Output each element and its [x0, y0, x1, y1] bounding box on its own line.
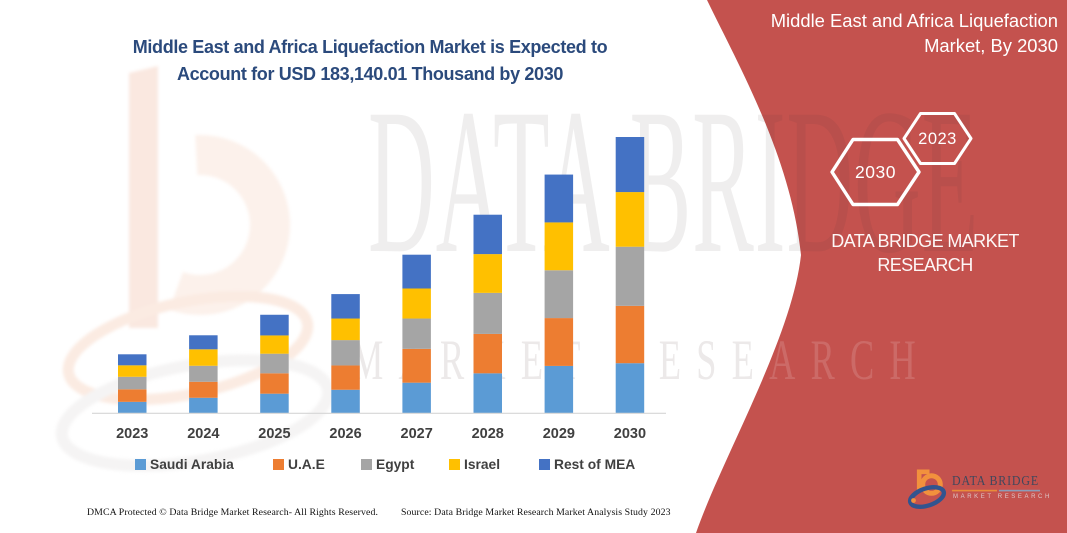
bar-segment-2028-Israel [473, 254, 502, 293]
logo-underline-blue [999, 489, 1040, 492]
hexagon-2030-label: 2030 [855, 162, 896, 182]
bar-segment-2030-Egypt [615, 246, 645, 306]
bar-segment-2023-Rest-of-MEA [118, 354, 147, 366]
chart-title-line2: Account for USD 183,140.01 Thousand by 2… [176, 63, 564, 84]
bar-segment-2027-Rest-of-MEA [402, 254, 431, 289]
legend-swatch [361, 459, 372, 470]
bar-segment-2029-Saudi-Arabia [544, 365, 574, 414]
hexagon-2023 [902, 112, 973, 165]
bar-segment-2030-Israel [615, 192, 645, 247]
footer-dmca: DMCA Protected © Data Bridge Market Rese… [87, 506, 379, 518]
watermark-data-bridge: DATA BRIDGE [368, 66, 980, 296]
bar-segment-2026-U-A-E [331, 365, 360, 390]
legend-swatch [539, 459, 550, 470]
bar-segment-2027-U-A-E [402, 348, 431, 383]
bar-segment-2028-Egypt [473, 292, 502, 334]
legend-label: U.A.E [288, 457, 325, 472]
panel-title-line2: Market, By 2030 [924, 34, 1058, 56]
legend-label: Saudi Arabia [150, 457, 234, 472]
bar-segment-2027-Israel [402, 288, 431, 319]
bar-segment-2030-Saudi-Arabia [615, 363, 645, 414]
bar-segment-2030-U-A-E [615, 305, 645, 364]
x-axis-label-2024: 2024 [187, 425, 220, 442]
legend-label: Israel [464, 457, 501, 472]
bar-segment-2025-U-A-E [260, 373, 289, 394]
red-panel [696, 0, 1067, 533]
bar-segment-2023-U-A-E [118, 389, 147, 402]
hexagon-2030 [830, 137, 921, 207]
bar-segment-2024-Saudi-Arabia [189, 397, 218, 414]
bar-segment-2023-Israel [118, 365, 147, 377]
bar-segment-2026-Rest-of-MEA [331, 294, 360, 319]
bar-segment-2029-Rest-of-MEA [544, 174, 574, 223]
hexagon-2023-label: 2023 [918, 129, 957, 148]
logo-wordmark: DATA BRIDGE [952, 474, 1039, 489]
bar-segment-2025-Saudi-Arabia [260, 393, 289, 414]
brand-name: DATA BRIDGE MARKET RESEARCH [805, 229, 1045, 278]
bar-segment-2026-Egypt [331, 340, 360, 366]
bar-segment-2024-Egypt [189, 365, 218, 382]
bar-segment-2027-Saudi-Arabia [402, 382, 431, 414]
legend-swatch [273, 459, 284, 470]
legend-label: Egypt [376, 457, 415, 472]
x-axis-label-2025: 2025 [258, 425, 291, 442]
logo-underline-orange [952, 489, 997, 492]
chart-title: Middle East and Africa Liquefaction Mark… [60, 34, 680, 87]
x-axis-label-2028: 2028 [471, 425, 504, 442]
logo-b-mark [907, 469, 947, 510]
bar-segment-2030-Rest-of-MEA [615, 137, 645, 193]
b-logo-watermark [55, 66, 335, 472]
chart-title-line1: Middle East and Africa Liquefaction Mark… [132, 37, 608, 57]
legend-swatch [135, 459, 146, 470]
bar-segment-2024-Rest-of-MEA [189, 335, 218, 350]
legend-label: Rest of MEA [554, 457, 636, 472]
bar-segment-2029-Egypt [544, 270, 574, 319]
bar-segment-2023-Saudi-Arabia [118, 401, 147, 414]
legend-swatch [449, 459, 460, 470]
brand-name-line1: DATA BRIDGE MARKET [831, 230, 1019, 251]
bar-segment-2028-Rest-of-MEA [473, 214, 502, 255]
bar-segment-2029-Israel [544, 222, 574, 271]
logo-subtext: MARKET RESEARCH [953, 493, 1052, 500]
bar-segment-2024-U-A-E [189, 381, 218, 398]
bar-series-group [118, 137, 645, 414]
brand-name-line2: RESEARCH [877, 255, 973, 275]
x-axis-label-2027: 2027 [400, 425, 433, 442]
x-axis-label-2023: 2023 [116, 425, 149, 442]
bar-segment-2023-Egypt [118, 376, 147, 390]
bar-segment-2025-Egypt [260, 353, 289, 374]
panel-title: Middle East and Africa Liquefaction Mark… [718, 9, 1058, 58]
x-axis-label-2029: 2029 [542, 425, 575, 442]
bar-segment-2026-Israel [331, 318, 360, 341]
bar-segment-2028-Saudi-Arabia [473, 373, 502, 414]
bar-segment-2024-Israel [189, 349, 218, 366]
panel-title-line1: Middle East and Africa Liquefaction [770, 10, 1058, 31]
bar-segment-2027-Egypt [402, 318, 431, 349]
bar-segment-2025-Rest-of-MEA [260, 314, 289, 336]
x-axis-label-2030: 2030 [613, 425, 647, 442]
bar-segment-2028-U-A-E [473, 333, 502, 374]
bar-segment-2029-U-A-E [544, 318, 574, 366]
bar-segment-2026-Saudi-Arabia [331, 389, 360, 414]
bar-segment-2025-Israel [260, 335, 289, 354]
x-axis-label-2026: 2026 [329, 425, 362, 442]
footer-source: Source: Data Bridge Market Research Mark… [401, 506, 671, 518]
